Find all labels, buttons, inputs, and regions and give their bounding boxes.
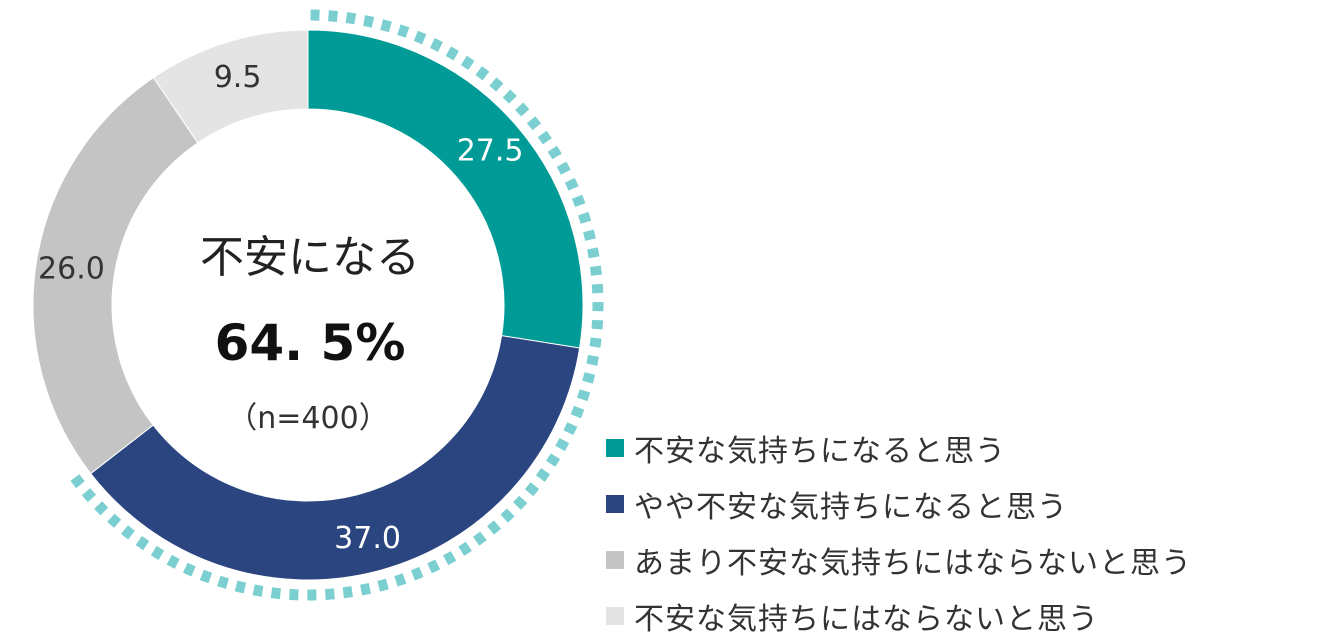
legend-label: やや不安な気持ちになると思う bbox=[634, 490, 1068, 525]
legend-label: 不安な気持ちになると思う bbox=[634, 434, 1006, 469]
donut-slice bbox=[152, 29, 309, 144]
legend-label: 不安な気持ちにはならないと思う bbox=[634, 602, 1099, 637]
highlight-dotted-arc-path bbox=[65, 9, 604, 601]
center-sample-size: （n=400） bbox=[227, 401, 388, 436]
donut-slice bbox=[90, 335, 581, 581]
legend-item: 不安な気持ちになると思う bbox=[606, 420, 1312, 476]
legend: 不安な気持ちになると思う やや不安な気持ちになると思う あまり不安な気持ちにはな… bbox=[606, 420, 1312, 644]
donut-slice bbox=[307, 29, 584, 349]
legend-item: 不安な気持ちにはならないと思う bbox=[606, 588, 1312, 644]
legend-swatch bbox=[606, 607, 624, 625]
legend-item: あまり不安な気持ちにはならないと思う bbox=[606, 532, 1312, 588]
slice-value-label: 37.0 bbox=[334, 521, 401, 556]
center-value: 64. 5% bbox=[215, 314, 406, 372]
slice-value-label: 9.5 bbox=[214, 60, 262, 95]
slice-value-labels: 27.5 37.0 26.0 9.5 bbox=[38, 60, 523, 556]
slice-value-label: 26.0 bbox=[38, 252, 105, 287]
donut-slice bbox=[32, 76, 199, 475]
legend-swatch bbox=[606, 495, 624, 513]
highlight-dotted-arc bbox=[65, 9, 604, 601]
legend-item: やや不安な気持ちになると思う bbox=[606, 476, 1312, 532]
legend-swatch bbox=[606, 551, 624, 569]
center-title: 不安になる bbox=[200, 232, 420, 283]
slice-value-label: 27.5 bbox=[457, 133, 524, 168]
legend-label: あまり不安な気持ちにはならないと思う bbox=[634, 546, 1192, 581]
legend-swatch bbox=[606, 439, 624, 457]
donut-slices bbox=[32, 29, 584, 581]
